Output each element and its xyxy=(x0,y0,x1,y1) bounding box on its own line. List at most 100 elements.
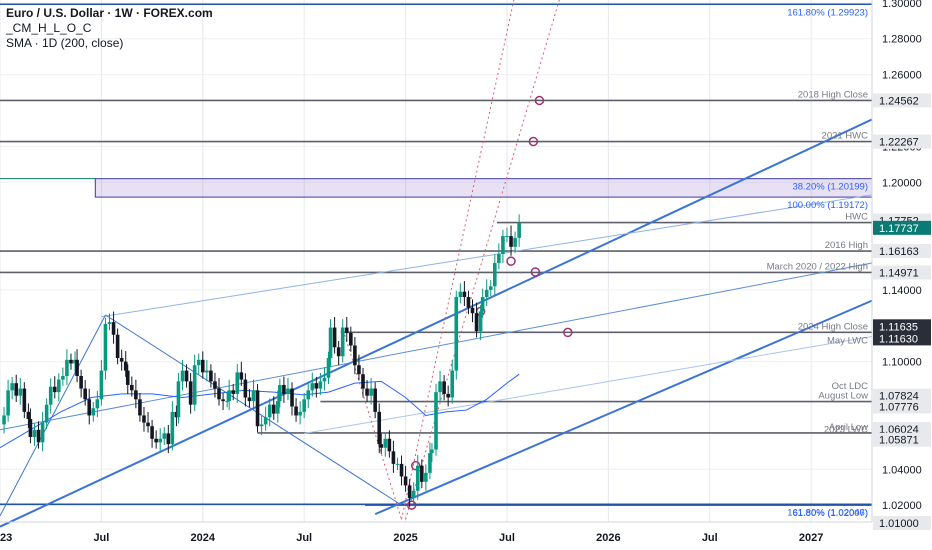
time-axis[interactable]: 2023 Jul 2024 Jul 2025 Jul 2026 Jul 2027 xyxy=(0,521,872,544)
x-tick-label: 2026 xyxy=(596,532,620,544)
candle-body xyxy=(310,383,315,391)
candle-body xyxy=(340,327,345,357)
candle-body xyxy=(434,392,438,450)
price-tag-label: 1.11630 xyxy=(879,333,918,345)
price-tag-bg xyxy=(873,432,931,447)
candle-body xyxy=(221,399,225,402)
candle-body xyxy=(192,365,197,405)
level-label: 2018 High Close xyxy=(798,89,868,100)
trendline xyxy=(304,336,873,434)
level-label: March 2020 / 2022 High xyxy=(767,261,868,272)
candle-body xyxy=(217,388,221,400)
level-label: 38.20% (1.20199) xyxy=(792,182,868,193)
level-label: May LWC xyxy=(827,335,868,346)
pivot-marker xyxy=(563,327,573,338)
candle-body xyxy=(142,415,146,423)
candle-body xyxy=(83,388,87,400)
level-label: HWC xyxy=(845,212,868,223)
level-label: 2021 HWC xyxy=(822,131,869,142)
candle-body xyxy=(438,381,442,393)
candle-body xyxy=(353,345,357,366)
candle-body xyxy=(95,399,100,409)
level-label: August Low xyxy=(818,391,868,402)
candle-body xyxy=(196,359,201,366)
candle-body xyxy=(357,365,361,375)
symbol-title[interactable]: Euro / U.S. Dollar · 1W · FOREX.com xyxy=(6,6,213,20)
candle-body xyxy=(442,381,446,394)
candle-body xyxy=(298,411,302,416)
candle-body xyxy=(450,370,455,398)
candle-body xyxy=(10,383,14,391)
candle-body xyxy=(69,359,73,364)
candle-body xyxy=(513,237,517,247)
candle-body xyxy=(26,411,31,420)
candle-body xyxy=(52,386,57,393)
candle-body xyxy=(474,313,479,332)
candle-body xyxy=(44,404,49,423)
candle-body xyxy=(36,429,41,443)
level-label: 100.00% (1.19172) xyxy=(787,200,868,211)
price-tag-bg xyxy=(873,399,931,414)
candle-body xyxy=(462,291,467,298)
price-axis[interactable]: 1.300001.280001.260001.220001.200001.140… xyxy=(871,0,932,550)
candle-body xyxy=(158,438,163,443)
level-label: 2023 LWC xyxy=(824,425,868,436)
trendline xyxy=(0,314,106,517)
candle-body xyxy=(209,370,213,382)
candle-body xyxy=(150,426,154,439)
level-label: 2016 High xyxy=(825,240,868,251)
price-tag-bg xyxy=(873,319,931,334)
price-tag-label: 1.14971 xyxy=(879,267,919,279)
candle-body xyxy=(107,322,112,324)
candle-body xyxy=(505,236,509,238)
candle-body xyxy=(377,411,382,445)
indicator-cm-hloc[interactable]: _CM_H_L_O_C xyxy=(6,21,92,35)
candle-body xyxy=(379,444,384,448)
candle-body xyxy=(480,297,485,312)
candle-body xyxy=(278,384,282,402)
candle-body xyxy=(344,327,349,333)
candle-body xyxy=(200,359,205,373)
trendline xyxy=(0,262,873,431)
candle-body xyxy=(57,379,61,393)
y-tick-label: 1.10000 xyxy=(882,357,922,369)
price-tag-bg xyxy=(873,388,931,403)
y-tick-label: 1.30000 xyxy=(882,0,922,10)
candle-body xyxy=(225,401,229,403)
candle-body xyxy=(395,463,400,465)
candle-body xyxy=(286,388,290,394)
candle-body xyxy=(40,422,45,443)
indicator-sma[interactable]: SMA · 1D (200, close) xyxy=(6,36,124,50)
y-tick-label: 1.14000 xyxy=(882,285,922,297)
candle-body xyxy=(235,372,240,394)
candle-body xyxy=(407,485,412,498)
candle-body xyxy=(322,377,327,382)
price-tag-bg xyxy=(873,134,931,149)
candle-body xyxy=(326,358,331,378)
candle-body xyxy=(446,393,450,398)
candle-body xyxy=(65,359,69,376)
y-tick-label: 1.26000 xyxy=(882,70,922,82)
candle-body xyxy=(458,291,463,298)
trendline xyxy=(101,194,873,318)
chart-legend: Euro / U.S. Dollar · 1W · FOREX.com _CM_… xyxy=(6,6,213,51)
candle-body xyxy=(387,438,392,452)
level-label: 61.80% (1.02007) xyxy=(792,508,868,519)
candle-body xyxy=(22,388,27,412)
candle-body xyxy=(115,334,120,359)
candle-body xyxy=(271,404,276,414)
candle-body xyxy=(2,415,6,425)
level-labels: 161.80% (1.29923) 2018 High Close 2021 HWC… xyxy=(767,7,869,519)
candle-body xyxy=(48,386,53,405)
price-tag-bg xyxy=(873,220,931,235)
price-tag-label: 1.11635 xyxy=(879,321,918,333)
price-tag-bg xyxy=(873,265,931,280)
candle-body xyxy=(227,390,231,402)
candle-body xyxy=(365,388,369,396)
candle-body xyxy=(231,390,236,394)
price-tag-label: 1.01000 xyxy=(879,518,919,530)
candle-body xyxy=(369,388,373,396)
candle-body xyxy=(213,381,217,389)
trendline xyxy=(0,118,873,528)
